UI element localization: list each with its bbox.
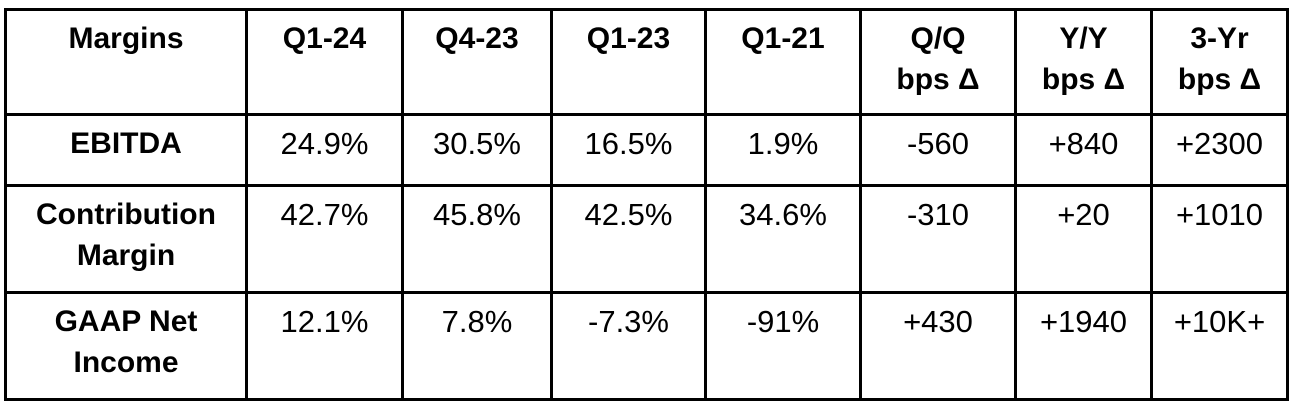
- data-cell: 1.9%: [704, 113, 862, 187]
- row-label-ebitda: EBITDA: [4, 113, 248, 187]
- data-cell: -7.3%: [550, 291, 707, 401]
- table-row-contribution-margin: Contribution Margin 42.7% 45.8% 42.5% 34…: [4, 184, 1289, 294]
- data-cell: 24.9%: [245, 113, 404, 187]
- margins-table: Margins Q1-24 Q4-23 Q1-23 Q1-21 Q/Q bps …: [4, 8, 1289, 401]
- header-cell-q1-24: Q1-24: [245, 8, 404, 116]
- row-label-gaap-net-income: GAAP Net Income: [4, 291, 248, 401]
- data-cell: +2300: [1150, 113, 1289, 187]
- data-cell: 16.5%: [550, 113, 707, 187]
- data-cell: 42.7%: [245, 184, 404, 294]
- data-cell: -560: [859, 113, 1017, 187]
- data-cell: +840: [1014, 113, 1153, 187]
- data-cell: 30.5%: [401, 113, 553, 187]
- data-cell: +1010: [1150, 184, 1289, 294]
- header-cell-qq-bps-delta: Q/Q bps Δ: [859, 8, 1017, 116]
- header-cell-q4-23: Q4-23: [401, 8, 553, 116]
- data-cell: 45.8%: [401, 184, 553, 294]
- data-cell: 34.6%: [704, 184, 862, 294]
- data-cell: 7.8%: [401, 291, 553, 401]
- data-cell: +10K+: [1150, 291, 1289, 401]
- header-cell-3yr-bps-delta: 3-Yr bps Δ: [1150, 8, 1289, 116]
- data-cell: 12.1%: [245, 291, 404, 401]
- table-row-ebitda: EBITDA 24.9% 30.5% 16.5% 1.9% -560 +840 …: [4, 113, 1289, 187]
- header-cell-q1-21: Q1-21: [704, 8, 862, 116]
- data-cell: +1940: [1014, 291, 1153, 401]
- data-cell: 42.5%: [550, 184, 707, 294]
- data-cell: +20: [1014, 184, 1153, 294]
- data-cell: +430: [859, 291, 1017, 401]
- header-cell-yy-bps-delta: Y/Y bps Δ: [1014, 8, 1153, 116]
- table-row-gaap-net-income: GAAP Net Income 12.1% 7.8% -7.3% -91% +4…: [4, 291, 1289, 401]
- header-cell-margins: Margins: [4, 8, 248, 116]
- row-label-contribution-margin: Contribution Margin: [4, 184, 248, 294]
- header-row: Margins Q1-24 Q4-23 Q1-23 Q1-21 Q/Q bps …: [4, 8, 1289, 116]
- data-cell: -310: [859, 184, 1017, 294]
- header-cell-q1-23: Q1-23: [550, 8, 707, 116]
- data-cell: -91%: [704, 291, 862, 401]
